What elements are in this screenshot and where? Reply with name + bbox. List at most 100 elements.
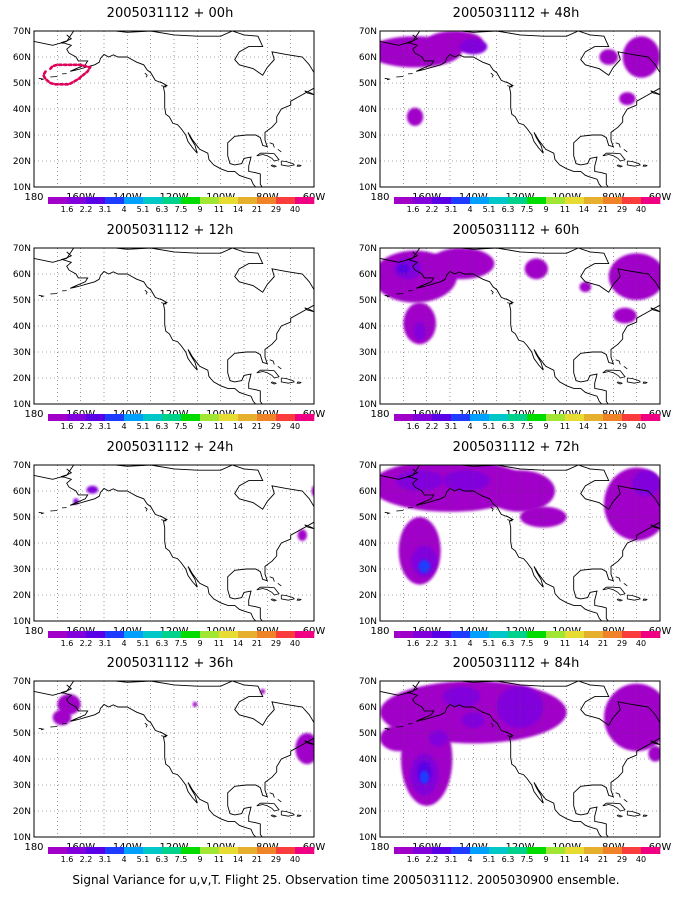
island-outline [280,160,295,167]
island-outline [615,576,621,582]
variance-region [396,470,443,491]
island-outline [316,79,330,91]
island-outline [650,740,660,746]
island-outline [38,511,45,515]
colorbar-label: 3.1 [445,639,458,648]
colorbar-label: 21 [252,639,262,648]
lat-label: 50N [359,79,377,89]
colorbar-swatch [124,414,144,421]
colorbar-label: 6.3 [502,422,515,431]
colorbar-label: 2.2 [80,639,93,648]
colorbar-swatch [86,414,106,421]
colorbar-swatch [105,197,125,204]
lat-label: 10N [359,833,377,843]
variance-region [297,529,308,541]
lat-label: 10N [13,183,31,193]
colorbar-swatch [162,631,182,638]
variance-region [380,725,418,752]
colorbar-swatch [584,197,604,204]
colorbar-label: 14 [579,205,589,214]
lat-label: 20N [359,591,377,601]
colorbar-label: 29 [271,205,281,214]
island-outline [38,294,45,298]
lon-label: 180 [24,842,43,853]
lat-label: 40N [13,322,31,332]
island-outline [159,515,167,522]
variance-region [461,712,485,728]
island-outline [280,810,295,817]
gridlines [34,31,314,187]
map-panel-12h: 2005031112 + 12h 70N 60N 50N 40N 30N 20N 10N 18… [0,222,340,440]
island-outline [159,298,167,305]
colorbar-swatch [86,197,106,204]
colorbar-label: 3.1 [445,422,458,431]
colorbar-label: 11 [560,205,570,214]
colorbar-label: 2.2 [80,205,93,214]
colorbar-swatch [603,414,623,421]
island-outline [602,369,626,379]
panel-title: 2005031112 + 24h [106,440,234,455]
colorbar-swatch [508,847,528,854]
colorbar-swatch [124,631,144,638]
map-panel-72h: 2005031112 + 72h 70N 60N 50N 40N 30N 20N 10N 18… [346,439,686,657]
island-outline [505,298,513,305]
variance-region [608,253,660,300]
colorbar-swatch [86,631,106,638]
colorbar-swatch [527,847,547,854]
colorbar-label: 9 [197,855,202,864]
colorbar-swatch [622,847,642,854]
colorbar-swatch [219,197,239,204]
colorbar-label: 40 [290,205,300,214]
panel-title: 2005031112 + 12h [106,223,234,238]
colorbar-swatch [200,631,220,638]
island-outline [490,289,494,295]
colorbar-swatch [200,197,220,204]
colorbar-swatch [295,197,315,204]
map-panel-24h: 2005031112 + 24h 70N 60N 50N 40N 30N 20N 10N 18… [0,439,340,657]
variance-region [429,730,448,746]
colorbar-swatch [470,631,490,638]
lat-label: 30N [359,781,377,791]
panel-title: 2005031112 + 36h [106,656,234,671]
island-outline [623,798,628,803]
colorbar-label: 7.5 [175,205,188,214]
colorbar-label: 5.1 [137,422,150,431]
colorbar-swatch [508,197,528,204]
colorbar-swatch [162,847,182,854]
colorbar-label: 1.6 [61,205,74,214]
colorbar-label: 40 [290,639,300,648]
island-outline [256,802,280,812]
colorbar-label: 9 [197,205,202,214]
colorbar-label: 11 [560,639,570,648]
lat-label: 60N [13,703,31,713]
lat-label: 30N [359,348,377,358]
variance-region [604,683,660,752]
colorbar-label: 4 [467,639,472,648]
island-outline [304,740,314,746]
gridlines [34,681,314,837]
colorbar-label: 3.1 [445,205,458,214]
gridlines [380,465,660,621]
island-outline [642,164,648,167]
map-plot: 70N60N50N40N30N20N10N180160W140W120W100W… [359,677,672,864]
colorbar-swatch [181,631,201,638]
variance-region [459,38,488,55]
colorbar-label: 21 [252,422,262,431]
lat-label: 60N [359,270,377,280]
variance-region [619,92,636,106]
island-outline [269,576,275,582]
lat-label: 40N [359,105,377,115]
island-outline [490,506,494,512]
island-outline [256,586,280,596]
lon-label: 180 [370,409,389,420]
gridlines [380,31,660,187]
lat-label: 70N [13,244,31,254]
colorbar-label: 1.6 [61,639,74,648]
figure-caption: Signal Variance for u,v,T. Flight 25. Ob… [72,873,620,887]
map-plot: 70N60N50N40N30N20N10N180160W140W120W100W… [13,461,326,648]
island-outline [144,289,148,295]
island-outline [304,90,314,96]
colorbar-label: 29 [271,422,281,431]
island-outline [626,377,641,384]
colorbar-swatch [105,414,125,421]
